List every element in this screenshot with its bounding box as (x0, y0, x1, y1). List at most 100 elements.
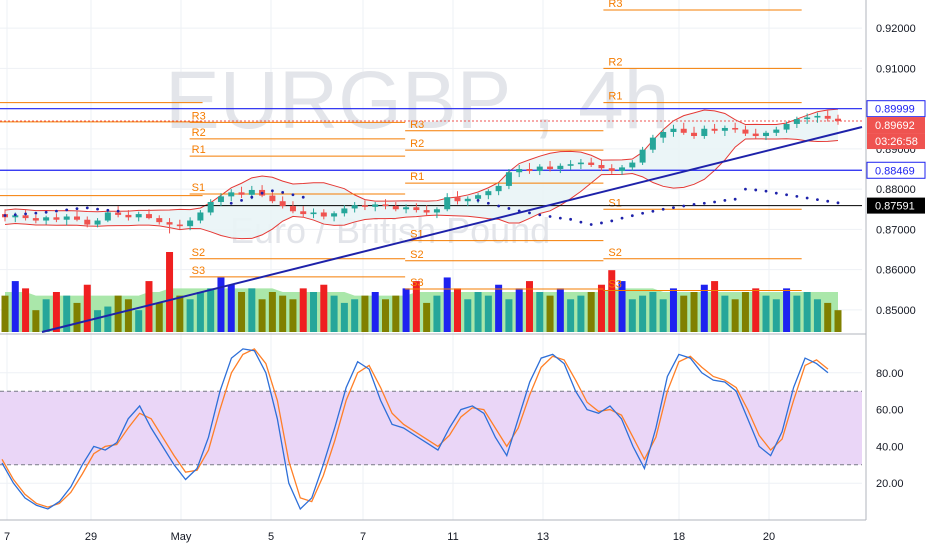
candle-body (197, 212, 204, 221)
volume-bar (649, 292, 657, 332)
volume-bar (577, 295, 585, 332)
candle-body (382, 204, 389, 207)
stochastic-tick-label: 40.00 (876, 441, 904, 453)
volume-bar (196, 292, 204, 332)
volume-bar (597, 284, 605, 332)
candle-body (752, 133, 759, 137)
volume-bar (772, 299, 780, 332)
volume-bar (310, 292, 318, 332)
watermark-symbol: EURGBP , 4h (165, 55, 669, 146)
volume-bar (608, 270, 616, 332)
candle-body (711, 128, 718, 131)
time-tick-label: 7 (360, 531, 366, 543)
volume-bar (690, 292, 698, 332)
candle-body (691, 132, 698, 137)
volume-bar (382, 299, 390, 332)
candle-body (495, 185, 502, 192)
stochastic-d-line (1, 348, 829, 508)
psar-dot (34, 211, 38, 215)
volume-pane (1, 252, 842, 332)
volume-bar (721, 295, 729, 332)
candle-body (423, 210, 430, 213)
volume-bar (464, 299, 472, 332)
candle-body (238, 192, 245, 195)
volume-bar (217, 277, 225, 332)
pivot-label: S2 (608, 247, 621, 259)
candle-body (485, 191, 492, 196)
psar-dot (682, 204, 686, 208)
black-level-price-label: 0.87591 (875, 201, 915, 213)
time-tick-label: 20 (763, 531, 775, 543)
psar-dot (836, 201, 840, 205)
price-tick-label: 0.87000 (876, 224, 916, 236)
candle-body (135, 214, 142, 218)
volume-bar (392, 295, 400, 332)
candle-body (814, 115, 821, 118)
time-axis: 7 29 May 5 7 11 13 18 20 (0, 519, 866, 543)
volume-bar (166, 252, 174, 332)
volume-bar (813, 299, 821, 332)
last-price-label: 0.89692 (875, 120, 915, 132)
volume-bar (330, 295, 338, 332)
parabolic-sar (3, 187, 840, 226)
candle-body (73, 216, 80, 220)
candle-body (433, 209, 440, 213)
volume-bar (680, 295, 688, 332)
volume-bar (63, 295, 71, 332)
volume-bar (525, 281, 533, 332)
candle-body (12, 215, 19, 218)
psar-dot (270, 189, 274, 193)
psar-dot (764, 189, 768, 193)
psar-dot (600, 221, 603, 225)
volume-bar (412, 281, 420, 332)
volume-bar (762, 295, 770, 332)
volume-bar (52, 292, 60, 332)
volume-bar (505, 299, 513, 332)
candle-body (43, 217, 50, 221)
volume-bar (1, 295, 9, 332)
volume-bar (186, 299, 194, 332)
volume-bar (659, 299, 667, 332)
bollinger-upper (4, 108, 839, 213)
time-tick-label: 5 (268, 531, 274, 543)
psar-dot (517, 209, 521, 213)
candle-body (115, 212, 122, 215)
psar-dot (579, 220, 583, 224)
candle-body (824, 115, 831, 119)
psar-dot (24, 212, 27, 216)
psar-dot (672, 206, 675, 210)
volume-bar (155, 302, 163, 332)
psar-dot (507, 207, 511, 210)
psar-dot (476, 199, 480, 202)
time-tick-label: 18 (673, 531, 685, 543)
candle-body (536, 166, 543, 172)
volume-bar (227, 284, 235, 332)
psar-dot (116, 209, 120, 213)
candle-body (567, 164, 574, 166)
candle-body (207, 202, 214, 213)
volume-bar (207, 288, 215, 332)
candle-body (680, 128, 687, 133)
psar-dot (713, 200, 716, 204)
volume-bar (587, 292, 595, 332)
candle-body (526, 169, 533, 172)
psar-dot (723, 199, 727, 202)
countdown-label-bg (867, 133, 925, 150)
psar-dot (641, 211, 645, 215)
candle-body (289, 206, 296, 212)
trendline (41, 126, 863, 333)
candle-body (464, 198, 471, 202)
psar-dot (75, 207, 79, 211)
psar-dot (620, 216, 624, 220)
volume-bar (124, 299, 132, 332)
candle-body (516, 169, 523, 173)
bollinger-lower (4, 138, 839, 240)
resistance-price-label-bg (866, 100, 926, 118)
volume-bar (443, 277, 451, 332)
candle-body (783, 123, 790, 130)
pivot-label: R3 (608, 0, 622, 10)
volume-bar (402, 288, 410, 332)
volume-bar (453, 288, 461, 332)
candle-body (156, 218, 163, 223)
